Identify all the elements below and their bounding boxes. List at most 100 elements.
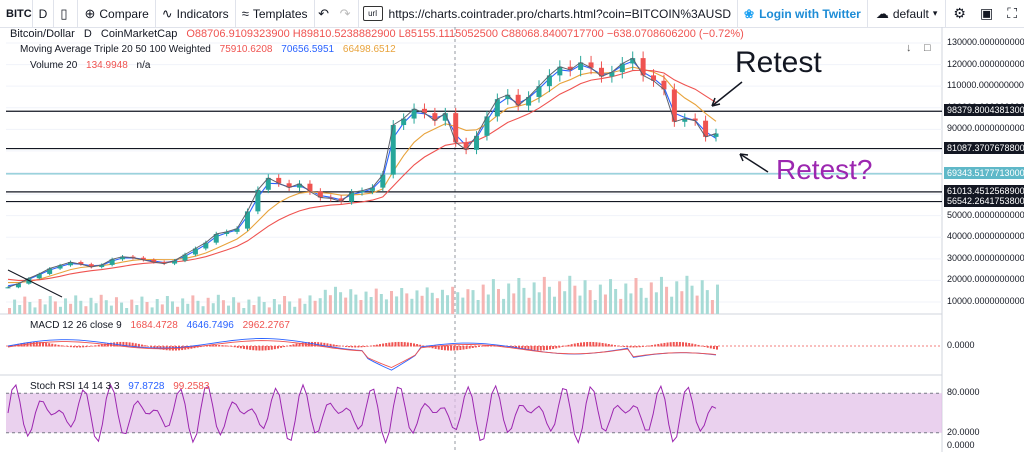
twitter-login-button[interactable]: ❀ Login with Twitter bbox=[738, 0, 868, 27]
volume-bar bbox=[593, 300, 597, 314]
stoch-legend-name: Stoch RSI 14 14 3 3 bbox=[30, 381, 120, 392]
volume-bar bbox=[690, 285, 694, 314]
indicators-icon: ∿ bbox=[161, 5, 173, 21]
volume-bar bbox=[13, 299, 17, 314]
url-bar[interactable]: url https://charts.cointrader.pro/charts.… bbox=[359, 0, 738, 27]
macd-histogram-bar bbox=[134, 343, 137, 347]
macd-histogram-bar bbox=[511, 346, 514, 348]
volume-bar bbox=[537, 292, 541, 314]
volume-bar bbox=[644, 297, 648, 314]
redo-icon: ↷ bbox=[339, 5, 351, 21]
price-chart[interactable] bbox=[0, 27, 1024, 452]
macd-histogram-bar bbox=[60, 345, 63, 347]
download-icon[interactable]: ↓ bbox=[906, 42, 912, 54]
volume-bar bbox=[461, 297, 465, 314]
macd-histogram-bar bbox=[443, 346, 446, 351]
macd-histogram-bar bbox=[366, 346, 369, 347]
volume-bar bbox=[558, 281, 562, 314]
candle-body bbox=[671, 89, 677, 122]
indicators-label: Indicators bbox=[176, 6, 229, 21]
macd-histogram-bar bbox=[144, 345, 147, 347]
macd-histogram-bar bbox=[654, 344, 657, 347]
macd-histogram-bar bbox=[477, 346, 480, 347]
volume-bar bbox=[313, 300, 317, 314]
volume-bar bbox=[109, 305, 113, 314]
macd-histogram-bar bbox=[453, 346, 456, 351]
candle-body bbox=[609, 72, 615, 77]
macd-histogram-bar bbox=[94, 345, 97, 347]
layout-label: default bbox=[892, 6, 929, 21]
macd-histogram-bar bbox=[613, 345, 616, 347]
legend-title: Bitcoin/Dollar bbox=[10, 28, 75, 40]
macd-histogram-bar bbox=[598, 342, 601, 347]
candle-body bbox=[630, 58, 636, 64]
redo-button[interactable]: ↷ bbox=[337, 0, 359, 27]
macd-legend-v1: 1684.4728 bbox=[130, 320, 178, 331]
volume-bar bbox=[451, 286, 455, 314]
macd-histogram-bar bbox=[524, 346, 527, 350]
symbol-search[interactable]: BITCOIN:USD bbox=[0, 0, 33, 27]
macd-histogram-bar bbox=[450, 346, 453, 351]
volume-bar bbox=[104, 300, 108, 314]
url-text: https://charts.cointrader.pro/charts.htm… bbox=[388, 6, 731, 21]
layout-button[interactable]: ☁ default ▾ bbox=[868, 0, 947, 27]
volume-bar bbox=[349, 289, 353, 314]
chart-type-button[interactable]: ▯ bbox=[54, 0, 79, 27]
volume-bar bbox=[206, 297, 210, 314]
fullscreen-icon[interactable]: ⛶ bbox=[1007, 5, 1017, 21]
macd-histogram-bar bbox=[224, 345, 227, 347]
candle-body bbox=[203, 242, 209, 249]
volume-bar bbox=[634, 278, 638, 314]
maximize-pane-icon[interactable]: □ bbox=[924, 42, 931, 54]
volume-bar bbox=[542, 276, 546, 314]
macd-histogram-bar bbox=[400, 341, 403, 347]
macd-histogram-bar bbox=[623, 346, 626, 347]
candle-body bbox=[463, 142, 469, 150]
volume-bar bbox=[298, 298, 302, 314]
templates-button[interactable]: ≈ Templates bbox=[236, 0, 315, 27]
gear-icon[interactable]: ⚙ bbox=[953, 5, 966, 21]
volume-bar bbox=[547, 286, 551, 314]
macd-histogram-bar bbox=[487, 345, 490, 347]
cloud-icon: ☁ bbox=[875, 5, 889, 21]
macd-histogram-bar bbox=[570, 344, 573, 347]
macd-histogram-bar bbox=[273, 346, 276, 350]
macd-histogram-bar bbox=[703, 346, 706, 347]
volume-bar bbox=[288, 301, 292, 314]
macd-histogram-bar bbox=[592, 342, 595, 347]
volume-bar bbox=[257, 296, 261, 314]
candle-body bbox=[682, 118, 688, 122]
indicators-button[interactable]: ∿ Indicators bbox=[156, 0, 236, 27]
volume-bar bbox=[344, 297, 348, 314]
volume-bar bbox=[430, 292, 434, 314]
macd-histogram-bar bbox=[255, 346, 258, 351]
volume-bar bbox=[374, 288, 378, 314]
volume-bar bbox=[140, 296, 144, 314]
volume-bar bbox=[135, 305, 139, 314]
camera-icon[interactable]: ▣ bbox=[979, 5, 994, 21]
undo-button[interactable]: ↶ bbox=[315, 0, 337, 27]
candle-body bbox=[713, 133, 719, 137]
volume-bar bbox=[8, 308, 11, 314]
macd-histogram-bar bbox=[635, 346, 638, 348]
macd-histogram-bar bbox=[267, 346, 270, 351]
volume-bar bbox=[700, 280, 704, 314]
volume-bar bbox=[435, 298, 439, 314]
volume-bar bbox=[354, 294, 358, 314]
macd-histogram-bar bbox=[422, 345, 425, 347]
interval-button[interactable]: D bbox=[33, 0, 55, 27]
toolbar-right-icons: ⚙ ▣ ⛶ bbox=[946, 5, 1024, 22]
volume-bar bbox=[553, 296, 557, 314]
macd-histogram-bar bbox=[97, 344, 100, 347]
volume-bar bbox=[242, 308, 246, 314]
volume-bar bbox=[425, 287, 429, 314]
compare-button[interactable]: ⊕ Compare bbox=[78, 0, 156, 27]
ma-legend-name: Moving Average Triple 20 50 100 Weighted bbox=[20, 44, 211, 55]
volume-bar bbox=[247, 299, 251, 314]
volume-bar bbox=[328, 295, 332, 314]
macd-histogram-bar bbox=[607, 344, 610, 347]
macd-histogram-bar bbox=[484, 345, 487, 347]
volume-legend-v2: n/a bbox=[136, 60, 151, 71]
macd-histogram-bar bbox=[292, 344, 295, 347]
volume-bar bbox=[659, 276, 663, 314]
